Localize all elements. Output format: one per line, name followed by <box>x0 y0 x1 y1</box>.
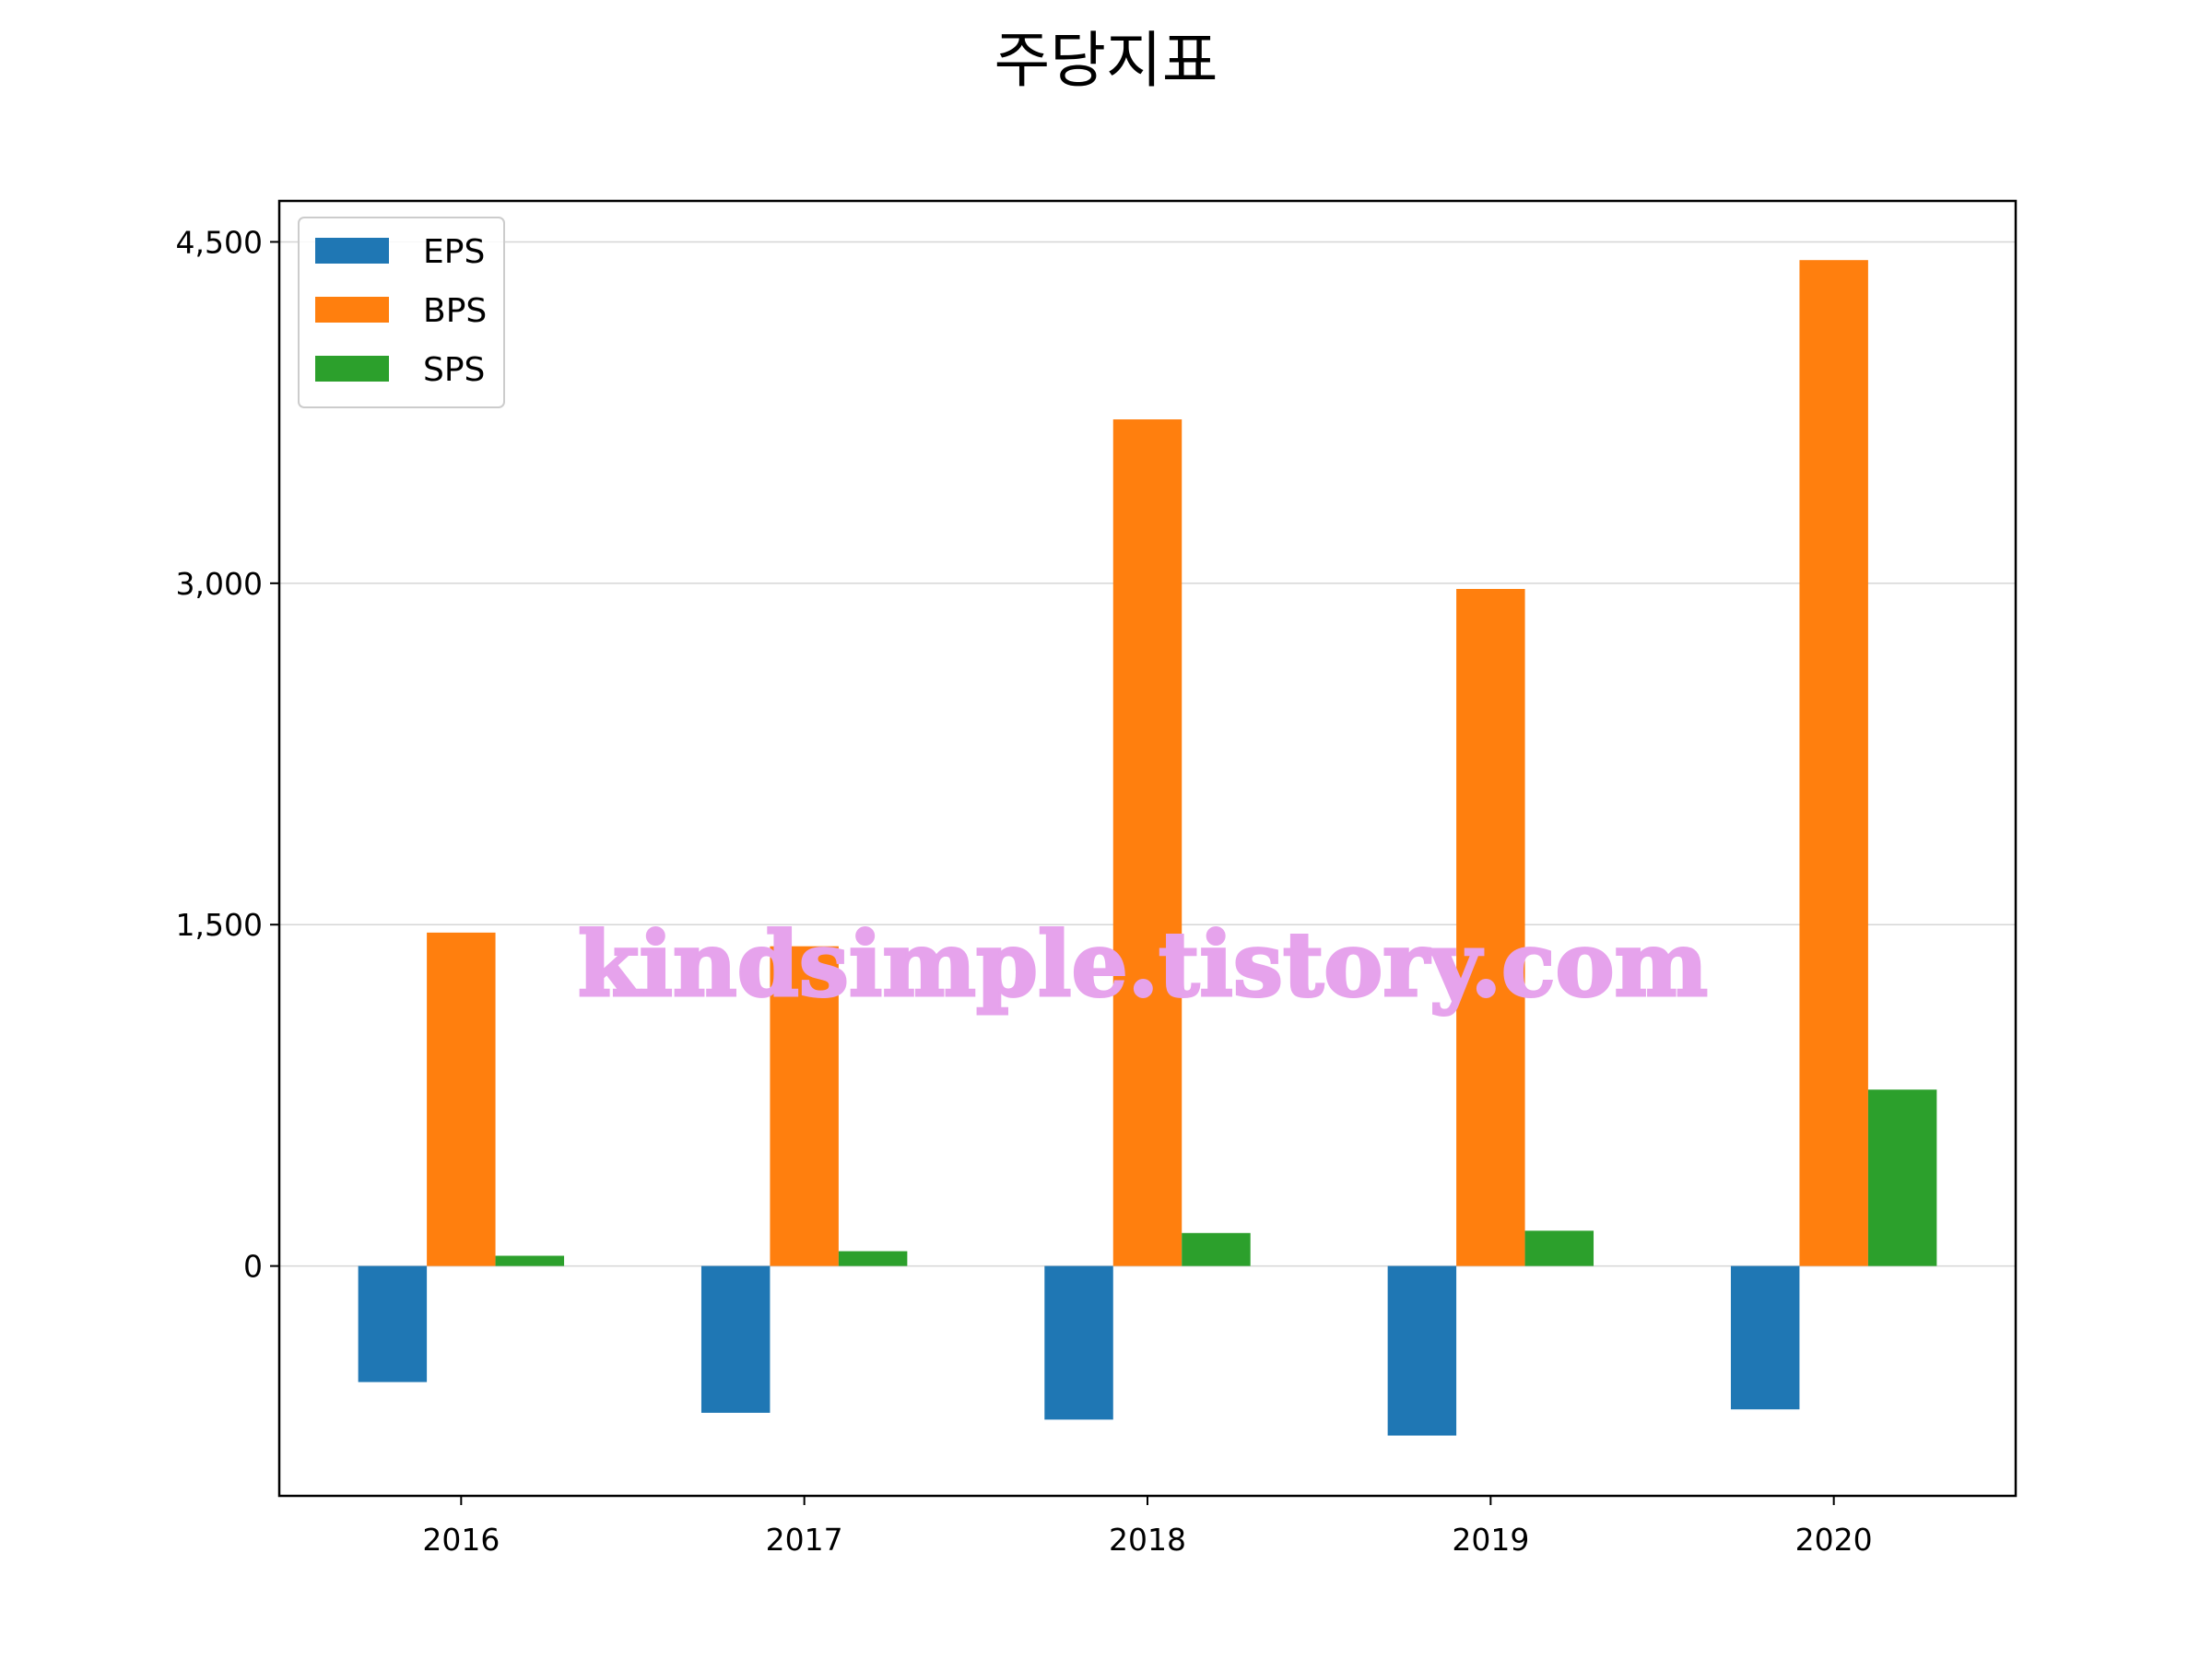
x-tick-label: 2016 <box>422 1522 500 1558</box>
x-tick-label: 2020 <box>1795 1522 1873 1558</box>
y-tick-label: 1,500 <box>176 907 263 943</box>
y-tick-label: 0 <box>243 1249 263 1285</box>
bar-sps-2017 <box>838 1251 908 1266</box>
bar-sps-2018 <box>1182 1232 1251 1266</box>
legend-label-bps: BPS <box>423 292 487 330</box>
x-tick-label: 2019 <box>1452 1522 1529 1558</box>
x-tick-label: 2018 <box>1109 1522 1186 1558</box>
watermark-text: kindsimple.tistory.com <box>578 912 1708 1017</box>
bar-eps-2018 <box>1044 1265 1113 1420</box>
axes: 0 1,500 3,000 4,500 2016 2017 2018 2019 2020 <box>176 199 2018 1558</box>
bar-sps-2019 <box>1524 1230 1594 1266</box>
y-tick-label: 4,500 <box>176 224 263 260</box>
bar-eps-2020 <box>1730 1265 1800 1410</box>
bar-sps-2016 <box>495 1255 565 1266</box>
legend-label-sps: SPS <box>423 351 485 389</box>
bar-bps-2016 <box>427 932 496 1266</box>
bar-sps-2020 <box>1867 1089 1937 1266</box>
legend-label-eps: EPS <box>423 233 485 271</box>
bar-bps-2018 <box>1112 419 1182 1266</box>
bar-bps-2020 <box>1799 260 1868 1266</box>
bars <box>358 260 1937 1436</box>
bar-eps-2016 <box>358 1265 428 1382</box>
bar-bps-2017 <box>770 946 839 1266</box>
y-tick-label: 3,000 <box>176 566 263 602</box>
bar-eps-2019 <box>1387 1265 1457 1436</box>
legend-swatch-bps <box>315 297 389 323</box>
legend-swatch-eps <box>315 238 389 264</box>
legend-swatch-sps <box>315 356 389 382</box>
legend: EPS BPS SPS <box>298 217 505 408</box>
chart-title: 주당지표 <box>994 25 1218 96</box>
bar-bps-2019 <box>1456 589 1525 1266</box>
x-tick-label: 2017 <box>766 1522 843 1558</box>
bar-eps-2017 <box>700 1265 771 1413</box>
